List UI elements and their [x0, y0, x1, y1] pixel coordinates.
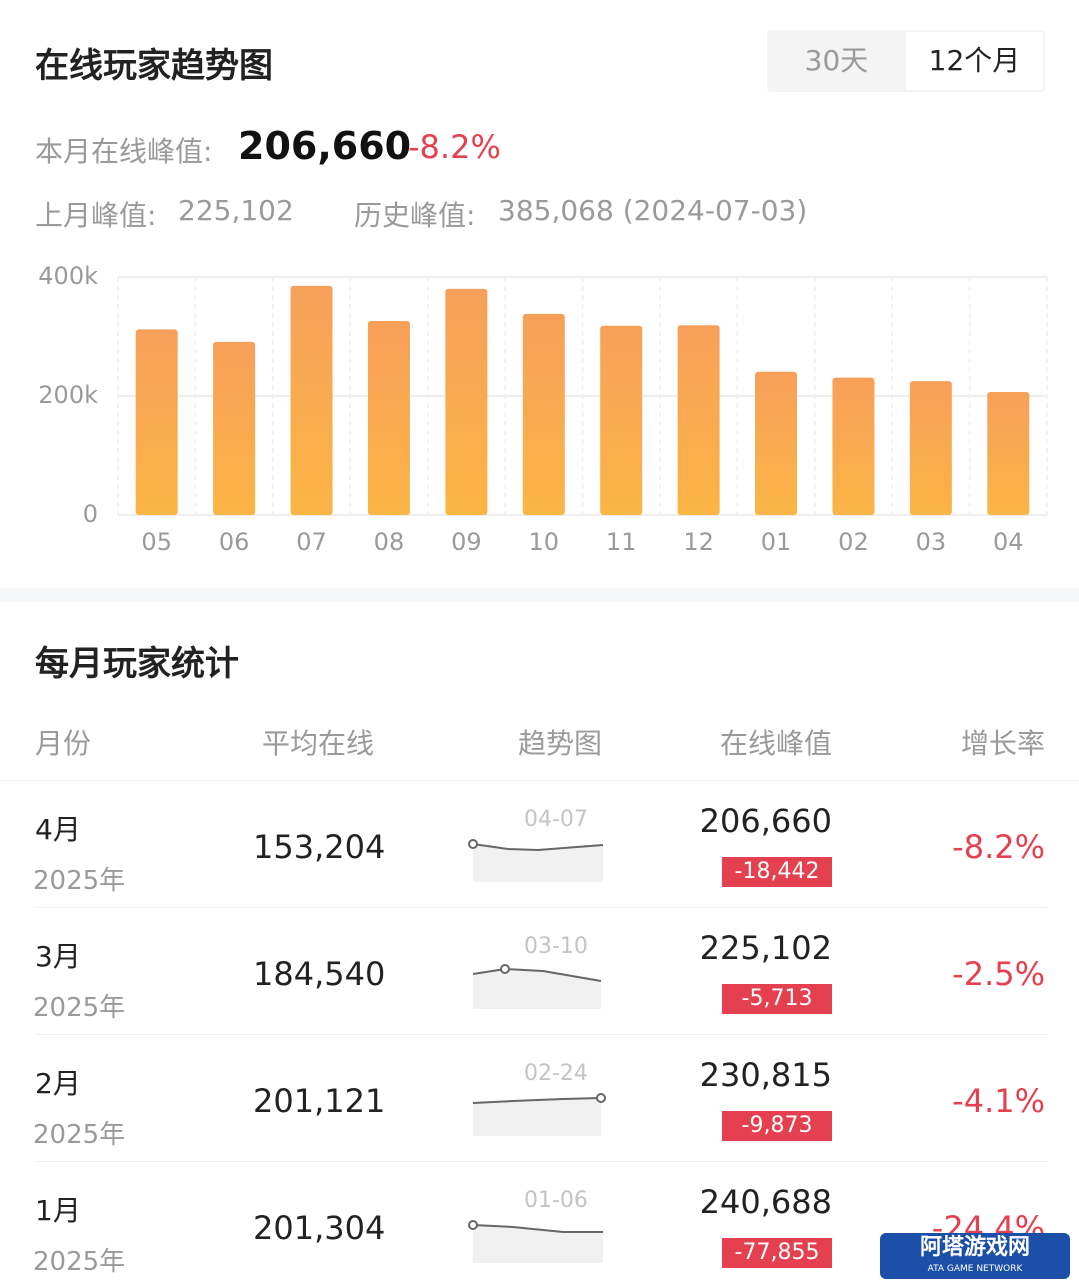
- x-tick-label: 09: [451, 528, 482, 556]
- trend-date: 02-24: [524, 1061, 588, 1086]
- trend-date: 03-10: [524, 934, 588, 959]
- sparkline-line: [472, 1224, 603, 1233]
- sparkline-area: [473, 1098, 601, 1136]
- bar: [213, 341, 256, 515]
- average: 184,540: [253, 955, 386, 993]
- sparkline-area: [473, 844, 603, 882]
- sparkline-area: [473, 1225, 603, 1263]
- current-change: -8.2%: [408, 128, 501, 166]
- peak-change: -77,855: [722, 1238, 832, 1268]
- watermark-subtitle: ATA GAME NETWORK: [927, 1264, 1023, 1274]
- peak-change: -18,442: [722, 857, 832, 887]
- year: 2025年: [33, 993, 126, 1023]
- y-tick-label: 0: [83, 500, 98, 528]
- peak: 206,660: [699, 802, 832, 840]
- column-header: 增长率: [960, 727, 1045, 760]
- bar: [600, 325, 643, 515]
- x-tick-label: 01: [761, 528, 792, 556]
- tab-active[interactable]: 12个月: [906, 32, 1043, 90]
- sparkline-dot: [500, 964, 510, 974]
- month: 3月: [35, 940, 81, 973]
- growth: -2.5%: [952, 955, 1045, 993]
- x-tick-label: 02: [838, 528, 869, 556]
- bar: [909, 381, 952, 515]
- month: 2月: [35, 1067, 81, 1100]
- chart: 0 200k 400k 05 06 07 08 09 10 11 12 01 02 03 04: [38, 262, 1048, 556]
- divider: [35, 907, 1047, 908]
- x-tick-label: 12: [683, 528, 714, 556]
- year: 2025年: [33, 866, 126, 896]
- x-tick-label: 07: [296, 528, 327, 556]
- last-value: 225,102: [178, 194, 294, 227]
- x-tick-label: 06: [219, 528, 250, 556]
- bar: [522, 313, 565, 515]
- tab-group: 30天 12个月: [767, 30, 1045, 92]
- sparkline: [468, 839, 604, 882]
- divider: [35, 1034, 1047, 1035]
- trend-date: 04-07: [524, 807, 588, 832]
- y-tick-label: 200k: [38, 381, 98, 409]
- x-tick-label: 08: [374, 528, 405, 556]
- average: 201,121: [253, 1082, 386, 1120]
- sparkline-dot: [596, 1093, 606, 1103]
- bar: [755, 371, 798, 515]
- x-tick-label: 11: [606, 528, 637, 556]
- current-value: 206,660: [238, 124, 412, 168]
- average: 153,204: [253, 828, 386, 866]
- peak: 225,102: [699, 929, 832, 967]
- x-tick-label: 05: [141, 528, 172, 556]
- sparkline-line: [472, 967, 602, 982]
- bar: [135, 329, 178, 515]
- label: 本月在线峰值:: [35, 135, 213, 168]
- trend-date: 01-06: [524, 1188, 588, 1213]
- peak-change: -5,713: [722, 984, 832, 1014]
- section-title: 在线玩家趋势图: [35, 46, 273, 86]
- bar: [445, 288, 488, 515]
- watermark-name: 阿塔游戏网: [919, 1235, 1030, 1260]
- separator: [0, 588, 1079, 602]
- peak: 230,815: [699, 1056, 832, 1094]
- history-value: 385,068 (2024-07-03): [498, 194, 808, 227]
- peak-change: -9,873: [722, 1111, 832, 1141]
- year: 2025年: [33, 1247, 126, 1277]
- growth: -4.1%: [952, 1082, 1045, 1120]
- column-header: 月份: [35, 727, 92, 760]
- x-tick-label: 03: [916, 528, 947, 556]
- column-header: 趋势图: [518, 727, 603, 760]
- x-tick-label: 04: [993, 528, 1024, 556]
- bar: [677, 325, 720, 515]
- sparkline-dot: [468, 1220, 478, 1230]
- watermark: 阿塔游戏网 ATA GAME NETWORK: [880, 1233, 1070, 1279]
- column-header: 在线峰值: [719, 727, 832, 760]
- column-header: 平均在线: [262, 727, 375, 760]
- average: 201,304: [253, 1209, 386, 1247]
- x-tick-label: 10: [529, 528, 560, 556]
- bar: [367, 321, 410, 515]
- month: 1月: [35, 1194, 81, 1227]
- section-title: 每月玩家统计: [35, 644, 239, 684]
- label: 上月峰值:: [35, 199, 157, 232]
- y-tick-label: 400k: [38, 262, 98, 290]
- growth: -8.2%: [952, 828, 1045, 866]
- peak: 240,688: [699, 1183, 832, 1221]
- sparkline-line: [472, 1097, 602, 1104]
- divider: [0, 780, 1079, 781]
- month: 4月: [35, 813, 81, 846]
- sparkline-line: [472, 843, 604, 852]
- year: 2025年: [33, 1120, 126, 1150]
- bar: [987, 392, 1030, 515]
- sparkline-area: [473, 969, 601, 1009]
- bar: [832, 377, 875, 515]
- sparkline: [472, 1093, 606, 1136]
- label: 历史峰值:: [354, 199, 476, 232]
- tab[interactable]: 30天: [804, 44, 869, 77]
- sparkline-dot: [468, 839, 478, 849]
- sparkline: [468, 1220, 603, 1263]
- sparkline: [472, 964, 602, 1009]
- bar: [290, 285, 333, 515]
- divider: [35, 1161, 1047, 1162]
